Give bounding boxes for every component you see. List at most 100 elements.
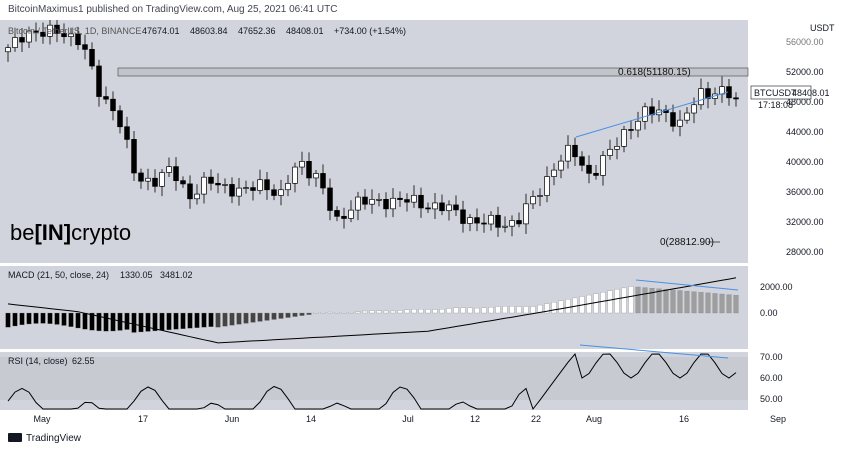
x-tick-label: 14 (306, 414, 316, 424)
macd-bar (257, 312, 263, 322)
macd-bar (488, 307, 494, 314)
macd-bar (565, 299, 571, 314)
macd-bar (439, 309, 445, 314)
candle-down (327, 187, 333, 211)
candle-down (404, 199, 410, 203)
tradingview-icon (8, 433, 22, 442)
macd-bar (670, 289, 676, 314)
candle-down (418, 194, 424, 209)
macd-bar (180, 312, 186, 330)
legend-c: 48408.01 (286, 26, 324, 36)
fib-top-label: 0.618(51180.15) (618, 67, 691, 78)
candle-up (537, 195, 543, 197)
candle-down (117, 110, 123, 128)
candle-down (439, 202, 445, 212)
candle-up (551, 169, 557, 177)
candle-down (628, 129, 634, 131)
candle-down (89, 49, 95, 67)
macd-bar (614, 289, 620, 314)
y-tick-label: 40000.00 (786, 157, 824, 167)
macd-bar (425, 309, 431, 314)
candle-up (502, 225, 508, 228)
candle-down (40, 31, 46, 37)
candle-down (229, 184, 235, 197)
logo-in: [IN] (34, 220, 72, 245)
rsi-band (0, 357, 748, 400)
legend-l: 47652.36 (238, 26, 276, 36)
macd-bar (145, 312, 151, 332)
fib-resistance-zone (117, 67, 749, 77)
chart-area[interactable]: 0.618(51180.15) 0(28812.90) 56000.00 5200… (0, 17, 850, 430)
publisher-text: BitcoinMaximus1 published on TradingView… (8, 4, 338, 15)
macd-bar (383, 310, 389, 314)
macd-bar (355, 311, 361, 314)
macd-bar (341, 312, 347, 314)
logo-be: be (10, 220, 35, 245)
brand-text: TradingView (26, 433, 82, 444)
candle-up (201, 176, 207, 195)
chart-svg[interactable]: 0.618(51180.15) 0(28812.90) 56000.00 5200… (0, 17, 850, 430)
candle-down (33, 30, 39, 33)
macd-bar (124, 312, 130, 330)
x-tick-label: 22 (531, 414, 541, 424)
candle-up (614, 145, 620, 150)
macd-bar (47, 312, 53, 324)
macd-bar (131, 312, 137, 333)
candle-down (215, 182, 221, 186)
macd-bar (348, 312, 354, 314)
candle-up (558, 160, 564, 171)
candle-up (698, 88, 704, 106)
candle-up (530, 196, 536, 205)
macd-bar (264, 312, 270, 321)
candle-down (173, 166, 179, 182)
macd-bar (495, 306, 501, 314)
macd-bar (82, 312, 88, 330)
tradingview-brand[interactable]: TradingView (8, 433, 81, 444)
x-tick-label: Aug (586, 414, 602, 424)
symbol-title: Bitcoin / TetherUS, 1D, BINANCE (8, 26, 141, 36)
y-tick-label: 44000.00 (786, 127, 824, 137)
candle-up (348, 209, 354, 219)
rsi-trendline (579, 344, 729, 359)
macd-bar (75, 312, 81, 329)
macd-bar (677, 290, 683, 314)
macd-bar (635, 286, 641, 314)
rsi-title: RSI (14, close) (8, 356, 68, 366)
candle-up (544, 176, 550, 196)
candle-up (467, 217, 473, 224)
macd-bar (313, 312, 319, 314)
macd-bar (222, 312, 228, 327)
candle-up (145, 177, 151, 182)
candle-up (488, 214, 494, 225)
macd-bar (628, 286, 634, 314)
candle-down (124, 126, 130, 140)
macd-bar (250, 312, 256, 323)
macd-bar (138, 312, 144, 333)
candle-up (257, 179, 263, 191)
legend-change: +734.00 (+1.54%) (334, 26, 406, 36)
macd-bar (705, 292, 711, 314)
macd-bar (621, 287, 627, 314)
candle-up (390, 197, 396, 210)
y-tick-label: 28000.00 (786, 247, 824, 257)
macd-bar (334, 312, 340, 314)
x-axis: May 17 Jun 14 Jul 12 22 Aug 16 Sep (33, 414, 786, 424)
candle-down (593, 172, 599, 176)
macd-bar (40, 312, 46, 324)
candle-down (271, 189, 277, 196)
candle-down (264, 179, 270, 191)
macd-bar (530, 306, 536, 314)
x-tick-label: Jun (225, 414, 240, 424)
candle-down (320, 173, 326, 189)
y-tick-label: 36000.00 (786, 187, 824, 197)
macd-bar (418, 309, 424, 314)
candle-up (642, 106, 648, 122)
macd-bar (285, 312, 291, 318)
macd-bar (19, 312, 25, 326)
macd-bar (481, 307, 487, 314)
x-tick-label: May (33, 414, 51, 424)
candle-up (5, 47, 11, 53)
candle-up (691, 104, 697, 114)
y-tick-partial: 56000.00 (786, 37, 824, 47)
rsi-tick-label: 70.00 (760, 352, 783, 362)
